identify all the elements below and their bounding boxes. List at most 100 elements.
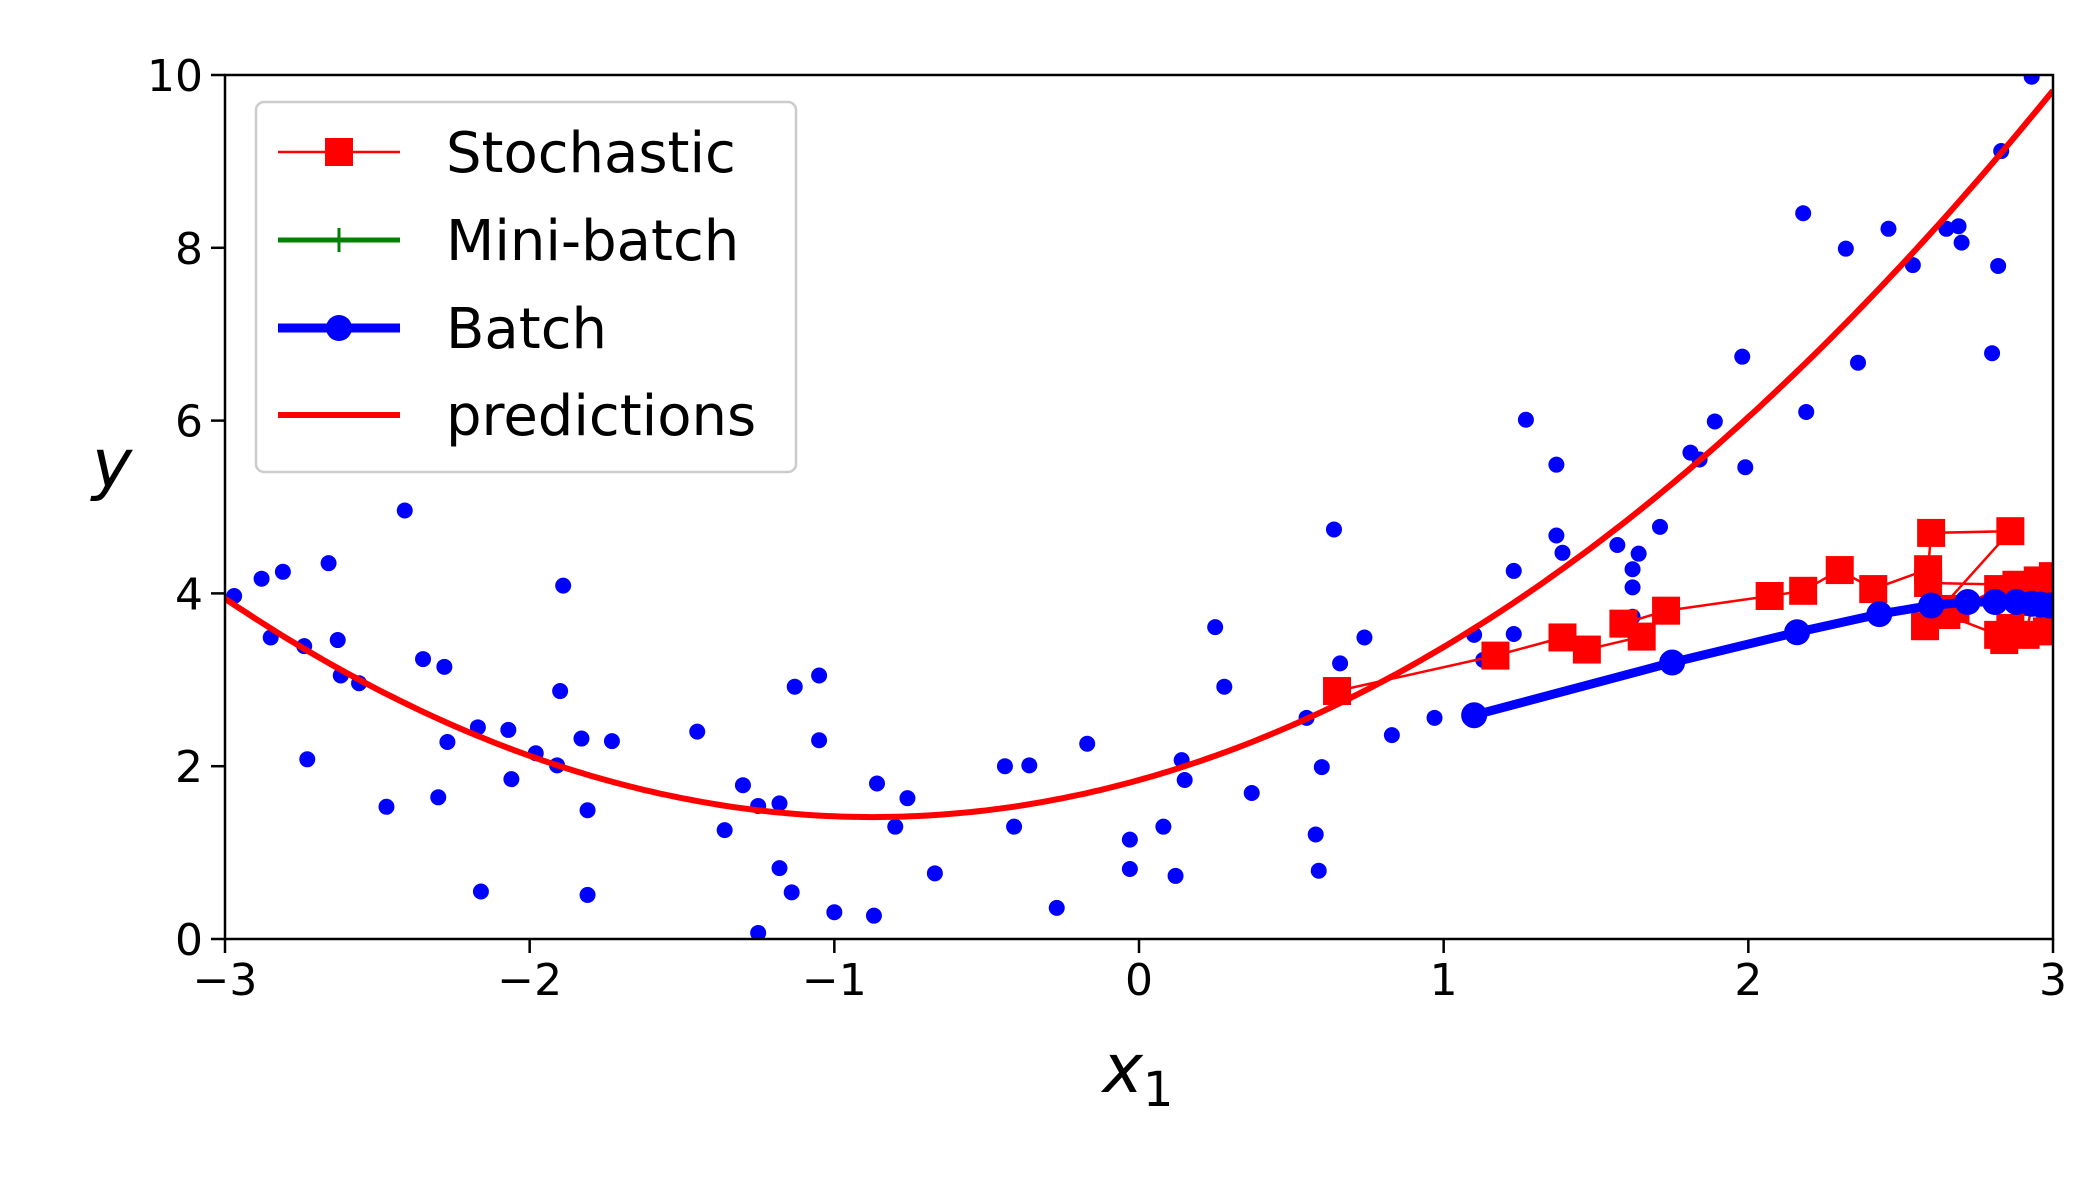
stochastic-marker [1652,596,1681,625]
legend-item-predictions: predictions [278,384,756,449]
data-point [1325,521,1342,538]
data-point [771,860,788,877]
data-point [865,907,882,924]
legend-label-predictions: predictions [446,384,756,449]
data-point [1155,818,1172,835]
data-point [552,683,569,700]
stochastic-marker [1481,641,1510,670]
data-point [826,904,843,921]
y-tick-label: 10 [147,51,203,102]
stochastic-marker [1914,569,1943,598]
data-point [1048,899,1065,916]
data-point [1310,862,1327,879]
x-tick-label: −3 [193,955,258,1006]
legend-square-marker-icon [325,138,353,166]
y-tick-label: 0 [175,915,203,966]
legend-box [254,100,798,474]
data-point [1554,544,1571,561]
stochastic-marker [2032,617,2053,646]
scatter-points [226,75,2040,939]
stochastic-marker [1996,517,2025,546]
data-point [603,733,620,750]
predictions-curve [225,88,2053,821]
data-point [868,775,885,792]
data-point [573,730,590,747]
data-point [1734,348,1751,365]
x-tick-label: −1 [802,955,867,1006]
data-point [415,651,432,668]
data-point [734,777,751,794]
data-point [1505,626,1522,643]
data-point [1356,629,1373,646]
data-point [274,563,291,580]
data-point [899,790,916,807]
data-point [1609,537,1626,554]
x-tick-label: −2 [497,955,562,1006]
data-point [1207,619,1224,636]
x-axis-label-main: x [1101,1030,1144,1109]
data-point [1332,655,1349,672]
data-point [1953,234,1970,251]
data-point [1021,757,1038,774]
batch-marker [1982,589,2009,616]
legend-item-minibatch: Mini-batch [278,209,739,274]
y-axis-label: y [90,425,133,504]
stochastic-marker [1755,581,1784,610]
legend-item-stochastic: Stochastic [278,121,736,186]
x-tick-label: 0 [1125,955,1153,1006]
data-point [253,570,270,587]
data-point [1950,218,1967,235]
data-point [689,723,706,740]
batch-marker [1784,619,1811,646]
data-point [811,667,828,684]
data-point [1990,257,2007,274]
y-axis: 0 2 4 6 8 10 [147,51,225,966]
data-point [811,732,828,749]
data-point [430,789,447,806]
legend-label-minibatch: Mini-batch [446,209,739,274]
data-point [926,865,943,882]
stochastic-marker [1917,518,1946,547]
data-point [750,924,767,939]
stochastic-marker [1789,576,1818,605]
data-point [503,771,520,788]
data-point [771,795,788,812]
batch-path [1461,589,2053,729]
batch-marker [1866,601,1893,628]
x-axis-label-subscript: 1 [1143,1062,1174,1118]
data-point [783,884,800,901]
data-point [1624,579,1641,596]
legend-label-batch: Batch [446,297,607,362]
stochastic-path [1323,517,2053,706]
data-point [1798,403,1815,420]
batch-marker [1918,592,1945,619]
data-point [1630,545,1647,562]
x-axis-label: x1 [1101,1030,1174,1118]
data-point [1121,861,1138,878]
batch-marker [1954,589,1981,616]
data-point [1176,772,1193,789]
batch-marker [2036,592,2053,619]
stochastic-marker [1859,575,1888,604]
stochastic-marker [2039,562,2053,591]
stochastic-marker [1609,609,1638,638]
data-point [1517,411,1534,428]
data-point [1243,784,1260,801]
data-point [1837,240,1854,257]
data-point [1505,562,1522,579]
stochastic-marker [1548,623,1577,652]
x-tick-label: 3 [2039,955,2067,1006]
y-tick-label: 2 [175,742,203,793]
data-point [1880,220,1897,237]
y-tick-label: 8 [175,224,203,275]
stochastic-marker [1572,635,1601,664]
data-point [329,632,346,649]
data-point [500,721,517,738]
data-point [996,758,1013,775]
data-point [1121,831,1138,848]
data-point [1795,205,1812,222]
data-point [1548,456,1565,473]
stochastic-marker [1825,556,1854,585]
data-point [1706,413,1723,430]
